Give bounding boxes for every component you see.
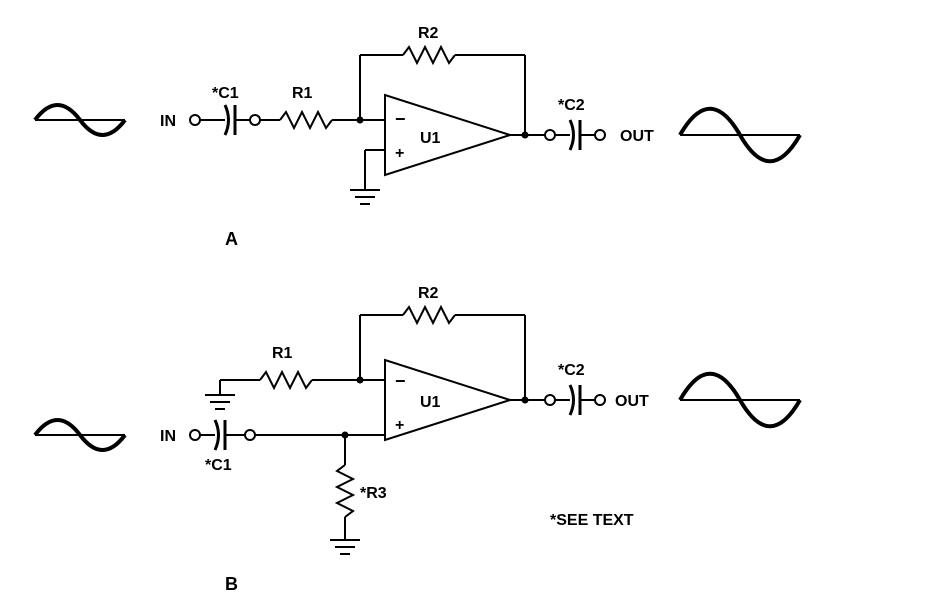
ground-r3-b: [330, 540, 360, 554]
res-r2-b: [403, 307, 455, 323]
label-c2-b: *C2: [558, 362, 585, 379]
caption-a: A: [225, 229, 238, 249]
label-r1-a: R1: [292, 85, 313, 102]
circuit-a: IN *C1 R1 R2: [35, 25, 800, 249]
label-c1-b: *C1: [205, 457, 232, 474]
label-u1-b: U1: [420, 394, 441, 411]
label-c1-a: *C1: [212, 85, 239, 102]
res-r1-a: [280, 112, 332, 128]
label-c2-a: *C2: [558, 97, 585, 114]
cap-c1-b: [215, 420, 225, 450]
res-r2-a: [403, 47, 455, 63]
res-r3-b: [337, 465, 353, 517]
label-out-a: OUT: [620, 128, 654, 145]
opamp-b: − + U1: [385, 360, 510, 440]
opamp-a: − + U1: [385, 95, 510, 175]
in-terminal-a: [190, 115, 200, 125]
label-r1-b: R1: [272, 345, 293, 362]
cap-c2-b: [570, 385, 580, 415]
label-r2-b: R2: [418, 285, 439, 302]
ground-a: [350, 190, 380, 204]
output-wave-b: [680, 374, 800, 427]
opamp-minus-b: −: [395, 371, 406, 391]
input-wave-b: [35, 420, 125, 450]
output-wave-a: [680, 109, 800, 162]
label-r3-b: *R3: [360, 485, 387, 502]
caption-b: B: [225, 574, 238, 594]
ground-r1-b: [205, 395, 235, 409]
opamp-plus-b: +: [395, 417, 404, 434]
circuit-b: R2 R1 IN *C1: [35, 285, 800, 594]
label-in-a: IN: [160, 113, 176, 130]
opamp-plus-a: +: [395, 145, 404, 162]
label-in-b: IN: [160, 428, 176, 445]
label-u1-a: U1: [420, 130, 441, 147]
res-r1-b: [260, 372, 312, 388]
opamp-minus-a: −: [395, 109, 406, 129]
input-wave-a: [35, 105, 125, 135]
label-r2-a: R2: [418, 25, 439, 42]
label-out-b: OUT: [615, 393, 649, 410]
cap-c2-a: [570, 120, 580, 150]
circuit-diagram: IN *C1 R1 R2: [0, 0, 930, 605]
cap-c1-a: [215, 105, 250, 135]
footnote: *SEE TEXT: [550, 512, 634, 529]
